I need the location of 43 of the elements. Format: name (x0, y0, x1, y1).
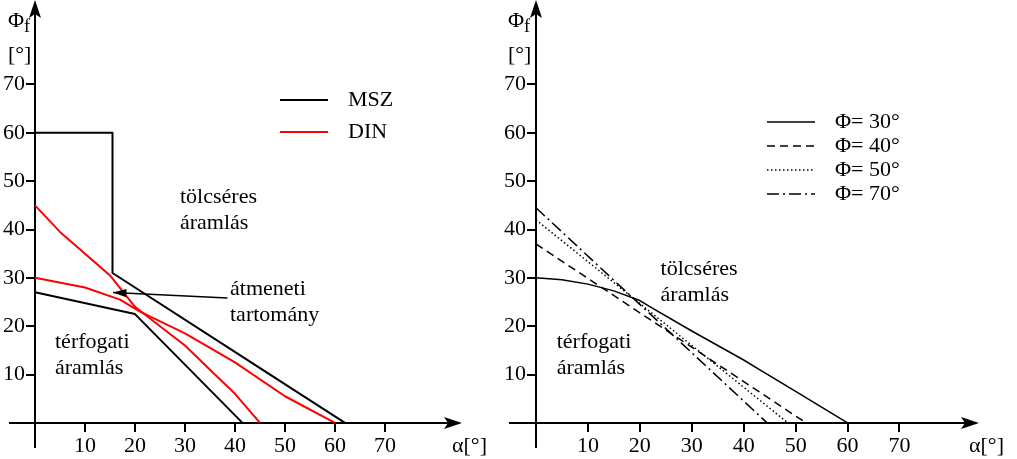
legend-label: MSZ (348, 85, 394, 111)
y-axis-title: Φ$_{f}$ [°] (508, 6, 532, 69)
x-tick-label: 20 (124, 431, 146, 457)
x-tick-label: 30 (174, 431, 196, 457)
x-axis-title: α[°] (969, 430, 1004, 459)
x-tick-label: 20 (628, 431, 651, 457)
x-tick-label: 70 (374, 431, 396, 457)
x-tick-label: 60 (324, 431, 346, 457)
y-tick-label: 50 (503, 166, 526, 192)
y-tick-label: 10 (3, 360, 25, 386)
x-tick-label: 40 (224, 431, 246, 457)
annotation: térfogati áramlás (55, 327, 130, 379)
x-tick-label: 70 (888, 431, 911, 457)
x-tick-label: 30 (680, 431, 703, 457)
y-tick-label: 70 (503, 70, 526, 96)
y-tick-label: 40 (3, 215, 25, 241)
y-tick-label: 20 (3, 311, 25, 337)
legend-label: DIN (348, 117, 388, 143)
x-tick-label: 40 (732, 431, 755, 457)
y-tick-label: 40 (503, 215, 526, 241)
y-tick-label: 60 (3, 118, 25, 144)
legend-label: Φ= 50° (835, 155, 900, 181)
legend-label: Φ= 70° (835, 179, 900, 205)
annotation: tölcséres áramlás (180, 182, 257, 234)
annotation: térfogati áramlás (556, 327, 632, 379)
y-tick-label: 30 (503, 263, 526, 289)
y-tick-label: 60 (503, 118, 526, 144)
annotation: átmeneti tartomány (230, 274, 320, 326)
x-tick-label: 50 (274, 431, 296, 457)
y-tick-label: 30 (3, 263, 25, 289)
y-axis-title: Φ$_{f}$ [°] (8, 6, 32, 69)
y-tick-label: 50 (3, 166, 25, 192)
x-axis-title: α[°] (452, 430, 487, 459)
x-tick-label: 10 (576, 431, 599, 457)
x-tick-label: 50 (784, 431, 807, 457)
legend-label: Φ= 30° (835, 107, 900, 133)
x-tick-label: 10 (74, 431, 96, 457)
y-tick-label: 70 (3, 70, 25, 96)
y-tick-label: 20 (503, 311, 526, 337)
annotation: tölcséres áramlás (660, 255, 738, 307)
x-tick-label: 60 (836, 431, 859, 457)
legend-label: Φ= 40° (835, 131, 900, 157)
y-tick-label: 10 (503, 360, 526, 386)
